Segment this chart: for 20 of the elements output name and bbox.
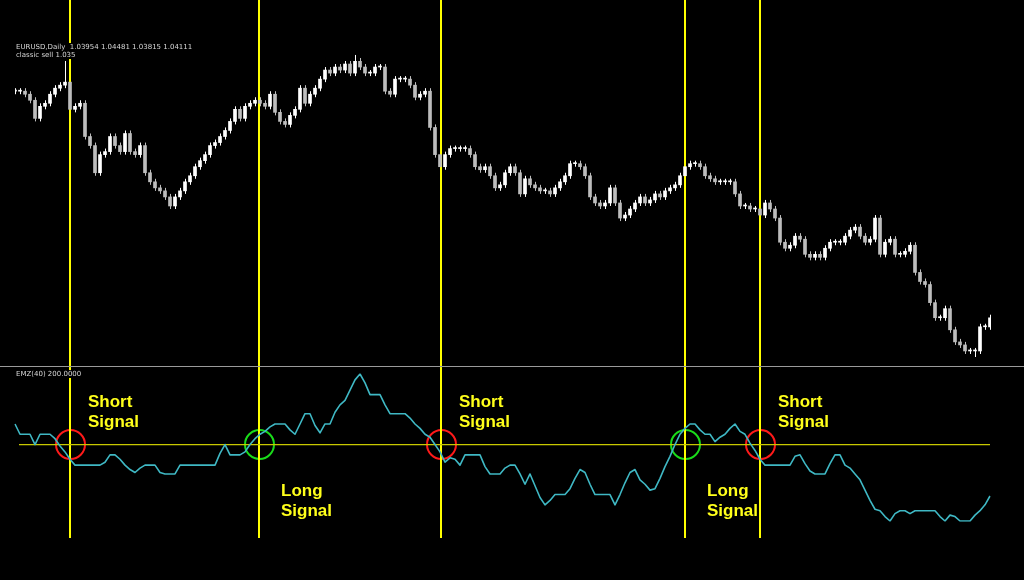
annotation: Short Signal bbox=[459, 391, 511, 431]
candlestick bbox=[733, 178, 737, 198]
candlestick bbox=[613, 184, 617, 207]
candlestick bbox=[393, 75, 397, 98]
candlestick bbox=[608, 184, 612, 207]
candlestick bbox=[523, 175, 527, 198]
candlestick bbox=[893, 235, 897, 258]
annotation: Long Signal bbox=[707, 480, 759, 520]
candlestick bbox=[618, 199, 622, 222]
annotation: Short Signal bbox=[88, 391, 140, 431]
candlestick bbox=[353, 54, 357, 77]
annotation: Short Signal bbox=[778, 391, 830, 431]
candlestick bbox=[738, 190, 742, 210]
candlestick bbox=[63, 60, 67, 89]
candlestick bbox=[763, 199, 767, 219]
candlestick bbox=[303, 84, 307, 107]
annotation: Long Signal bbox=[281, 480, 333, 520]
candlestick bbox=[123, 129, 127, 156]
candlestick bbox=[268, 90, 272, 110]
candlestick bbox=[413, 81, 417, 101]
